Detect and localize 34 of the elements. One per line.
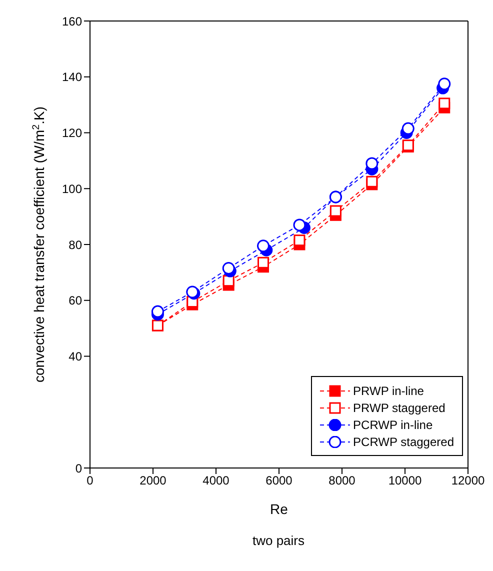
x-tick-label: 2000 <box>140 474 167 488</box>
point <box>293 218 306 232</box>
x-tick-label: 10000 <box>388 474 422 488</box>
point <box>330 205 342 217</box>
point <box>258 256 269 268</box>
x-tick-label: 12000 <box>451 474 486 488</box>
y-tick-label: 140 <box>62 70 82 84</box>
point <box>222 262 235 274</box>
y-tick-label: 120 <box>62 126 82 140</box>
legend-label: PCRWP staggered <box>353 434 454 448</box>
legend-label: PRWP staggered <box>353 400 446 414</box>
legend-label: PCRWP in-line <box>353 418 433 432</box>
point <box>151 305 164 318</box>
y-tick-label: 160 <box>62 14 82 28</box>
text: two pairs <box>251 533 306 548</box>
x-tick-label: 4000 <box>202 474 230 488</box>
point <box>366 176 378 188</box>
point <box>366 157 378 170</box>
x-tick-label: 0 <box>86 474 94 488</box>
y-tick-label: 0 <box>75 461 82 476</box>
y-tick-label: 60 <box>68 294 82 308</box>
point <box>257 240 270 252</box>
legend-label: PRWP in-line <box>353 384 424 398</box>
y-tick-label: 80 <box>68 238 82 252</box>
point <box>438 78 451 90</box>
point <box>438 98 450 110</box>
point <box>222 275 234 287</box>
y-tick-label: 100 <box>62 182 82 196</box>
point <box>402 122 414 135</box>
x-axis-title: Re <box>270 501 288 517</box>
x-tick-label: 6000 <box>266 474 293 488</box>
y-tick-label: 40 <box>68 350 82 364</box>
point <box>294 234 306 246</box>
x-tick-label: 8000 <box>328 474 356 488</box>
